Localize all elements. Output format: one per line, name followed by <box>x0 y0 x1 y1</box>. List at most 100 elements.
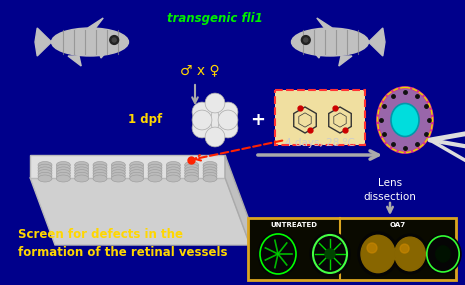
Polygon shape <box>30 155 225 178</box>
Ellipse shape <box>310 232 350 276</box>
Ellipse shape <box>148 164 162 171</box>
Ellipse shape <box>205 110 225 130</box>
Ellipse shape <box>391 103 419 137</box>
Ellipse shape <box>148 162 162 168</box>
Ellipse shape <box>111 162 126 168</box>
Ellipse shape <box>56 172 70 179</box>
Ellipse shape <box>56 167 70 174</box>
Ellipse shape <box>38 167 52 174</box>
Ellipse shape <box>166 175 180 182</box>
Ellipse shape <box>93 172 107 179</box>
Ellipse shape <box>203 175 217 182</box>
Ellipse shape <box>75 172 89 179</box>
Ellipse shape <box>185 162 199 168</box>
Ellipse shape <box>75 175 89 182</box>
Ellipse shape <box>148 167 162 174</box>
Bar <box>275 90 365 145</box>
Ellipse shape <box>56 175 70 182</box>
Ellipse shape <box>75 162 89 168</box>
Polygon shape <box>310 42 325 58</box>
Ellipse shape <box>185 172 199 179</box>
Ellipse shape <box>404 247 416 261</box>
Ellipse shape <box>436 246 450 262</box>
Ellipse shape <box>400 244 409 253</box>
Ellipse shape <box>93 175 107 182</box>
Ellipse shape <box>203 167 217 174</box>
Bar <box>248 218 456 280</box>
Ellipse shape <box>192 118 212 138</box>
Ellipse shape <box>130 175 144 182</box>
Ellipse shape <box>130 167 144 174</box>
Ellipse shape <box>258 232 298 276</box>
Text: Screen for defects in the
formation of the retinal vessels: Screen for defects in the formation of t… <box>18 228 227 259</box>
Polygon shape <box>68 56 81 66</box>
Polygon shape <box>35 28 52 56</box>
Ellipse shape <box>111 167 126 174</box>
Ellipse shape <box>203 164 217 171</box>
Ellipse shape <box>205 93 225 113</box>
Polygon shape <box>88 18 103 28</box>
Text: 4 days, 28 ºC: 4 days, 28 ºC <box>285 138 355 148</box>
Ellipse shape <box>148 172 162 179</box>
Ellipse shape <box>371 246 385 262</box>
Polygon shape <box>30 178 250 245</box>
Ellipse shape <box>130 162 144 168</box>
Ellipse shape <box>166 162 180 168</box>
Text: UNTREATED: UNTREATED <box>270 222 317 228</box>
Ellipse shape <box>399 242 421 266</box>
Ellipse shape <box>192 110 212 130</box>
Ellipse shape <box>366 241 390 267</box>
Ellipse shape <box>425 234 461 274</box>
Ellipse shape <box>111 175 126 182</box>
Text: ♂ x ♀: ♂ x ♀ <box>180 63 220 77</box>
Ellipse shape <box>203 170 217 177</box>
Ellipse shape <box>112 38 116 42</box>
Ellipse shape <box>38 175 52 182</box>
Ellipse shape <box>148 170 162 177</box>
Ellipse shape <box>292 28 368 56</box>
Polygon shape <box>225 155 250 245</box>
Ellipse shape <box>205 127 225 147</box>
Ellipse shape <box>325 249 335 259</box>
Polygon shape <box>95 42 110 58</box>
Text: OA7: OA7 <box>390 222 406 228</box>
Polygon shape <box>368 28 385 56</box>
Ellipse shape <box>358 232 398 276</box>
Ellipse shape <box>38 164 52 171</box>
Ellipse shape <box>166 170 180 177</box>
Ellipse shape <box>110 36 119 44</box>
Ellipse shape <box>185 164 199 171</box>
Ellipse shape <box>56 164 70 171</box>
Ellipse shape <box>203 162 217 168</box>
Ellipse shape <box>166 167 180 174</box>
Ellipse shape <box>218 110 238 130</box>
Ellipse shape <box>166 164 180 171</box>
Ellipse shape <box>111 170 126 177</box>
Ellipse shape <box>130 170 144 177</box>
Ellipse shape <box>93 170 107 177</box>
Text: 1 dpf: 1 dpf <box>128 113 162 127</box>
Ellipse shape <box>367 243 377 253</box>
Ellipse shape <box>111 164 126 171</box>
Polygon shape <box>317 18 332 28</box>
Ellipse shape <box>75 167 89 174</box>
Ellipse shape <box>130 164 144 171</box>
Ellipse shape <box>75 170 89 177</box>
Ellipse shape <box>93 167 107 174</box>
Ellipse shape <box>218 102 238 122</box>
Ellipse shape <box>395 237 425 271</box>
Ellipse shape <box>361 235 395 273</box>
Text: transgenic fli1: transgenic fli1 <box>167 12 263 25</box>
Ellipse shape <box>93 162 107 168</box>
Ellipse shape <box>38 162 52 168</box>
Ellipse shape <box>185 170 199 177</box>
Ellipse shape <box>203 172 217 179</box>
Ellipse shape <box>185 167 199 174</box>
Ellipse shape <box>52 28 128 56</box>
Ellipse shape <box>111 172 126 179</box>
Ellipse shape <box>56 170 70 177</box>
Text: +: + <box>251 111 266 129</box>
Ellipse shape <box>38 172 52 179</box>
Ellipse shape <box>185 175 199 182</box>
Polygon shape <box>339 56 352 66</box>
